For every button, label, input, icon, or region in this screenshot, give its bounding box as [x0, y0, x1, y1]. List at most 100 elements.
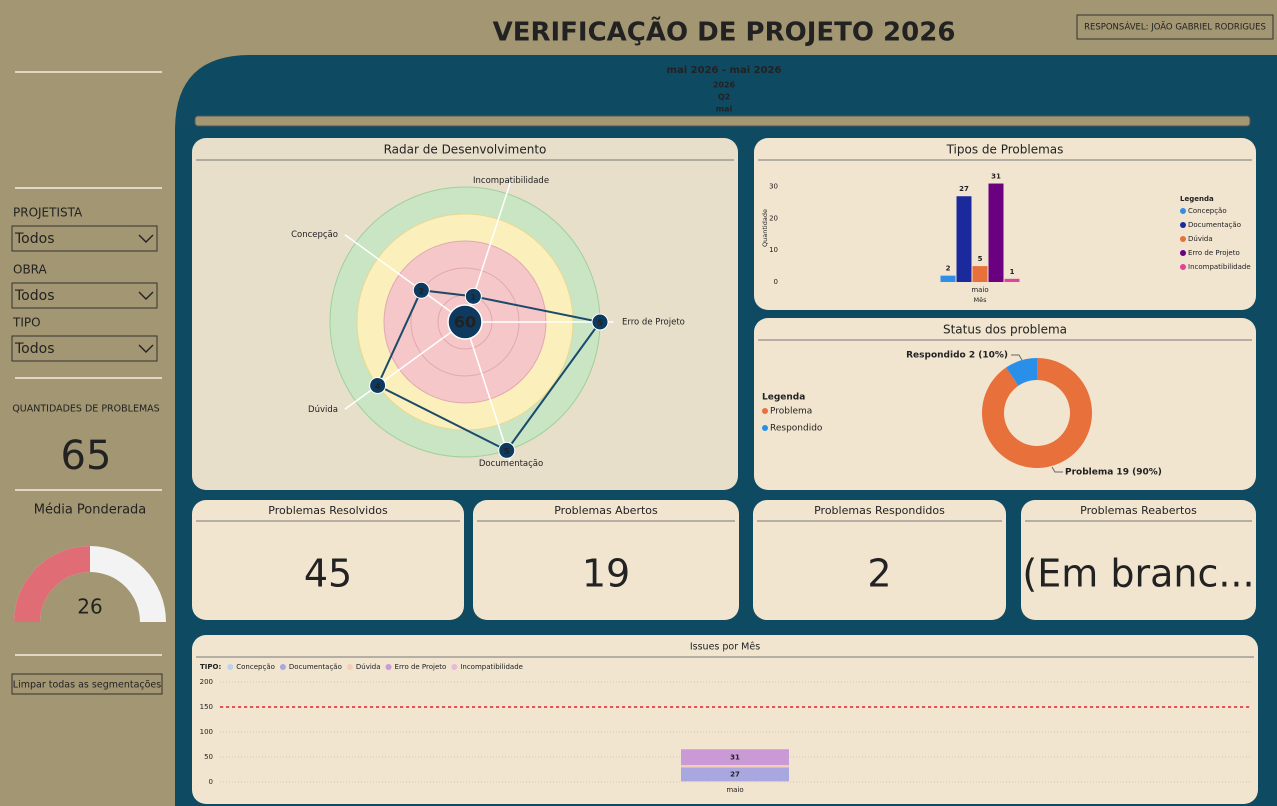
legend-swatch — [1180, 236, 1186, 242]
kpi-label: Problemas Respondidos — [814, 504, 945, 517]
panel-title: Tipos de Problemas — [946, 143, 1064, 157]
filter-dropdown[interactable] — [11, 225, 158, 252]
kpi-card — [753, 500, 1006, 620]
radar-spoke — [344, 234, 466, 323]
donut-slice — [1006, 358, 1037, 386]
legend-label: Erro de Projeto — [1188, 249, 1240, 257]
bar-value-label: 31 — [730, 753, 740, 761]
radar-axis-label: Documentação — [479, 459, 543, 469]
panel-title: Status dos problema — [943, 323, 1067, 337]
legend-swatch — [1180, 222, 1186, 228]
legend-swatch — [762, 408, 768, 414]
legend-label: Incompatibilidade — [1188, 263, 1251, 271]
panel — [754, 138, 1256, 310]
gauge-value-label: 26 — [77, 595, 102, 619]
legend-label: Documentação — [289, 663, 342, 671]
legend-swatch — [762, 425, 768, 431]
radar-point-label: 4 — [375, 382, 381, 391]
legend-title: Legenda — [1180, 195, 1214, 203]
radar-point-label: 2 — [419, 287, 425, 296]
period-range: mai 2026 - mai 2026 — [667, 65, 782, 76]
y-tick-label: 100 — [200, 728, 213, 736]
gauge-value — [14, 546, 90, 622]
stacked-bar-segment — [681, 767, 789, 781]
total-label: QUANTIDADES DE PROBLEMAS — [12, 404, 159, 415]
legend-title: Legenda — [762, 393, 805, 403]
dropdown-chevron — [138, 344, 154, 353]
radar-point — [498, 441, 516, 459]
kpi-value: (Em branc... — [1022, 552, 1254, 596]
panel-title: Radar de Desenvolvimento — [384, 143, 547, 157]
bar-value-label: 2 — [946, 265, 951, 273]
legend-swatch — [1180, 208, 1186, 214]
radar-center — [447, 304, 483, 340]
bar — [1004, 278, 1020, 282]
kpi-card — [1021, 500, 1256, 620]
radar-point-label: 5 — [504, 447, 510, 456]
dropdown-chevron — [138, 234, 154, 243]
x-axis-label: Mês — [974, 296, 988, 304]
filter-label: TIPO — [12, 316, 41, 330]
radar-shape — [376, 289, 602, 452]
legend-swatch — [346, 664, 353, 670]
radar-axis-label: Dúvida — [308, 405, 338, 415]
clear-button[interactable] — [11, 673, 163, 695]
radar-point — [464, 287, 482, 305]
donut-slice — [982, 358, 1092, 468]
y-tick-label: 200 — [200, 678, 213, 686]
y-tick-label: 50 — [204, 753, 213, 761]
responsible-box — [1076, 14, 1274, 40]
y-axis-label: Quantidade — [761, 209, 769, 247]
radar-axis-label: Erro de Projeto — [622, 318, 685, 328]
dropdown-chevron — [138, 291, 154, 300]
filter-value: Todos — [14, 231, 54, 247]
filter-value: Todos — [14, 288, 54, 304]
filter-dropdown[interactable] — [11, 335, 158, 362]
clear-button-label: Limpar todas as segmentações — [13, 680, 161, 691]
legend-label: Concepção — [1188, 207, 1227, 215]
radar-point — [369, 376, 387, 394]
bar — [988, 183, 1004, 282]
responsible: RESPONSÁVEL: JOÃO GABRIEL RODRIGUES — [1084, 21, 1266, 33]
legend-label: Erro de Projeto — [395, 663, 447, 671]
legend-swatch — [279, 664, 286, 670]
filter-value: Todos — [14, 341, 54, 357]
kpi-value: 2 — [867, 552, 891, 596]
bar-value-label: 27 — [959, 185, 969, 193]
stacked-bar-segment — [681, 749, 789, 750]
stacked-bar-segment — [681, 781, 789, 782]
legend-label: Concepção — [236, 663, 275, 671]
stacked-bar-segment — [681, 765, 789, 768]
legend-label: Incompatibilidade — [460, 663, 523, 671]
radar-point — [412, 281, 430, 299]
radar-spoke — [344, 321, 466, 410]
radar-axis-label: Incompatibilidade — [473, 176, 549, 186]
bar — [940, 275, 956, 282]
period-month: mai — [716, 105, 733, 114]
donut-leader — [1011, 354, 1023, 361]
legend-title: TIPO: — [200, 663, 221, 671]
filter-dropdown[interactable] — [11, 282, 158, 309]
legend-swatch — [451, 664, 458, 670]
bar-value-label: 1 — [1010, 268, 1015, 276]
kpi-label: Problemas Resolvidos — [268, 504, 388, 517]
donut-label: Respondido 2 (10%) — [906, 351, 1008, 361]
x-tick-label: maio — [726, 786, 743, 794]
legend-label: Problema — [770, 407, 812, 417]
period-slider[interactable] — [194, 115, 1251, 127]
stacked-bar-segment — [681, 749, 789, 765]
bar-value-label: 27 — [730, 770, 740, 778]
y-tick-label: 150 — [200, 703, 213, 711]
kpi-value: 45 — [304, 552, 352, 596]
y-tick-label: 10 — [769, 246, 778, 254]
bar-value-label: 31 — [991, 173, 1001, 181]
legend-swatch — [227, 664, 234, 670]
total-value: 65 — [61, 433, 112, 479]
y-tick-label: 0 — [209, 778, 213, 786]
y-tick-label: 0 — [774, 278, 778, 286]
legend-label: Dúvida — [356, 663, 381, 671]
x-tick-label: maio — [971, 286, 988, 294]
y-tick-label: 30 — [769, 183, 778, 191]
radar-center-value: 60 — [454, 313, 476, 332]
